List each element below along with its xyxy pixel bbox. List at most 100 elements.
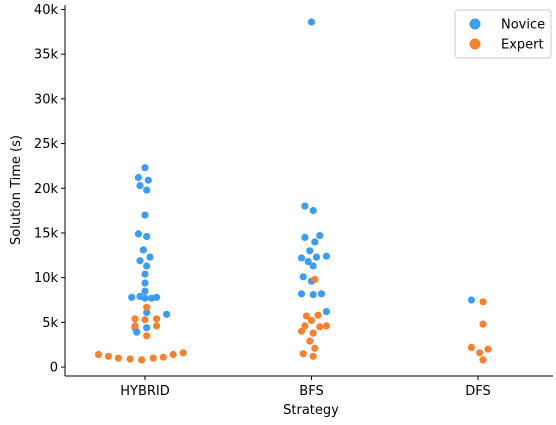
data-point-novice (143, 262, 151, 270)
x-axis-ticks: HYBRID BFS DFS (120, 376, 491, 399)
data-point-expert (179, 349, 187, 357)
data-point-novice (134, 173, 142, 182)
data-point-expert (314, 311, 322, 319)
data-point-novice (311, 238, 319, 246)
x-tick-label: DFS (465, 384, 491, 399)
data-point-novice (136, 257, 144, 265)
data-point-expert (309, 329, 317, 337)
data-point-novice (141, 279, 149, 287)
data-point-novice (136, 292, 144, 300)
data-point-expert (131, 322, 139, 330)
data-point-novice (136, 182, 144, 190)
data-point-novice (141, 287, 149, 295)
data-point-novice (144, 176, 152, 184)
y-tick-label: 40k (34, 3, 59, 18)
data-point-expert (479, 356, 487, 364)
data-point-novice (467, 296, 475, 304)
data-point-expert (311, 275, 319, 284)
data-point-expert (114, 354, 122, 362)
data-point-novice (301, 233, 309, 241)
legend-label-novice: Novice (501, 18, 545, 33)
data-point-novice (322, 308, 330, 316)
data-point-expert (94, 350, 103, 359)
data-point-expert (316, 323, 324, 331)
data-point-novice (306, 247, 314, 255)
data-point-novice (139, 246, 147, 254)
data-point-expert (479, 320, 487, 328)
data-point-novice (163, 310, 171, 318)
legend-label-expert: Expert (501, 38, 544, 53)
data-point-expert (301, 322, 309, 330)
data-point-expert (311, 344, 319, 352)
data-point-novice (143, 232, 151, 241)
data-point-novice (309, 262, 317, 270)
legend-marker-novice (469, 18, 481, 30)
data-point-expert (141, 316, 149, 324)
data-point-novice (128, 293, 136, 301)
data-point-novice (316, 232, 324, 240)
data-point-novice (148, 294, 156, 302)
y-axis-label: Solution Time (s) (9, 135, 24, 245)
data-point-novice (317, 290, 326, 298)
data-point-expert (153, 322, 161, 330)
y-tick-label: 5k (42, 316, 58, 331)
data-point-novice (141, 211, 149, 219)
y-tick-label: 15k (34, 226, 59, 241)
y-tick-label: 10k (34, 271, 59, 286)
data-point-expert (484, 345, 492, 353)
data-point-novice (133, 328, 141, 336)
data-point-expert (307, 317, 316, 325)
data-point-novice (141, 164, 149, 172)
data-point-expert (467, 343, 475, 351)
data-point-expert (322, 322, 330, 330)
data-point-novice (307, 18, 316, 26)
data-point-novice (312, 253, 321, 261)
y-tick-label: 0 (50, 361, 58, 376)
data-point-expert (153, 315, 161, 323)
data-point-novice (297, 254, 306, 262)
data-point-expert (126, 355, 134, 363)
data-point-expert (309, 352, 317, 360)
data-point-novice (301, 202, 309, 210)
data-point-expert (306, 337, 314, 345)
data-point-expert (302, 312, 311, 320)
data-point-expert (104, 352, 113, 360)
data-point-novice (309, 291, 317, 299)
data-point-novice (134, 230, 142, 238)
data-point-expert (297, 327, 306, 335)
data-point-expert (138, 356, 146, 364)
data-point-expert (159, 353, 167, 361)
data-point-expert (476, 349, 484, 357)
data-point-novice (143, 324, 151, 332)
data-point-novice (322, 252, 330, 260)
y-tick-label: 35k (34, 48, 59, 63)
x-tick-label: BFS (299, 384, 323, 399)
data-point-novice (146, 253, 154, 261)
data-point-novice (141, 270, 149, 278)
y-tick-label: 20k (34, 182, 59, 197)
data-point-novice (299, 273, 307, 281)
data-point-novice (304, 258, 312, 266)
points-layer (94, 18, 492, 364)
y-axis-ticks: 0 5k 10k 15k 20k 25k 30k 35k 40k (34, 3, 65, 376)
x-tick-label: HYBRID (120, 384, 170, 399)
y-tick-label: 25k (34, 137, 59, 152)
data-point-novice (143, 308, 151, 317)
data-point-novice (143, 186, 151, 194)
data-point-expert (169, 350, 177, 359)
data-point-expert (143, 332, 151, 340)
data-point-expert (131, 315, 139, 323)
x-axis-label: Strategy (283, 403, 339, 418)
data-point-novice (297, 290, 306, 298)
data-point-expert (299, 350, 307, 358)
legend: Novice Expert (454, 9, 552, 59)
data-point-expert (149, 354, 157, 362)
y-tick-label: 30k (34, 92, 59, 107)
data-point-novice (309, 207, 317, 215)
legend-marker-expert (469, 38, 481, 50)
data-point-expert (479, 298, 487, 306)
data-point-expert (143, 303, 151, 311)
